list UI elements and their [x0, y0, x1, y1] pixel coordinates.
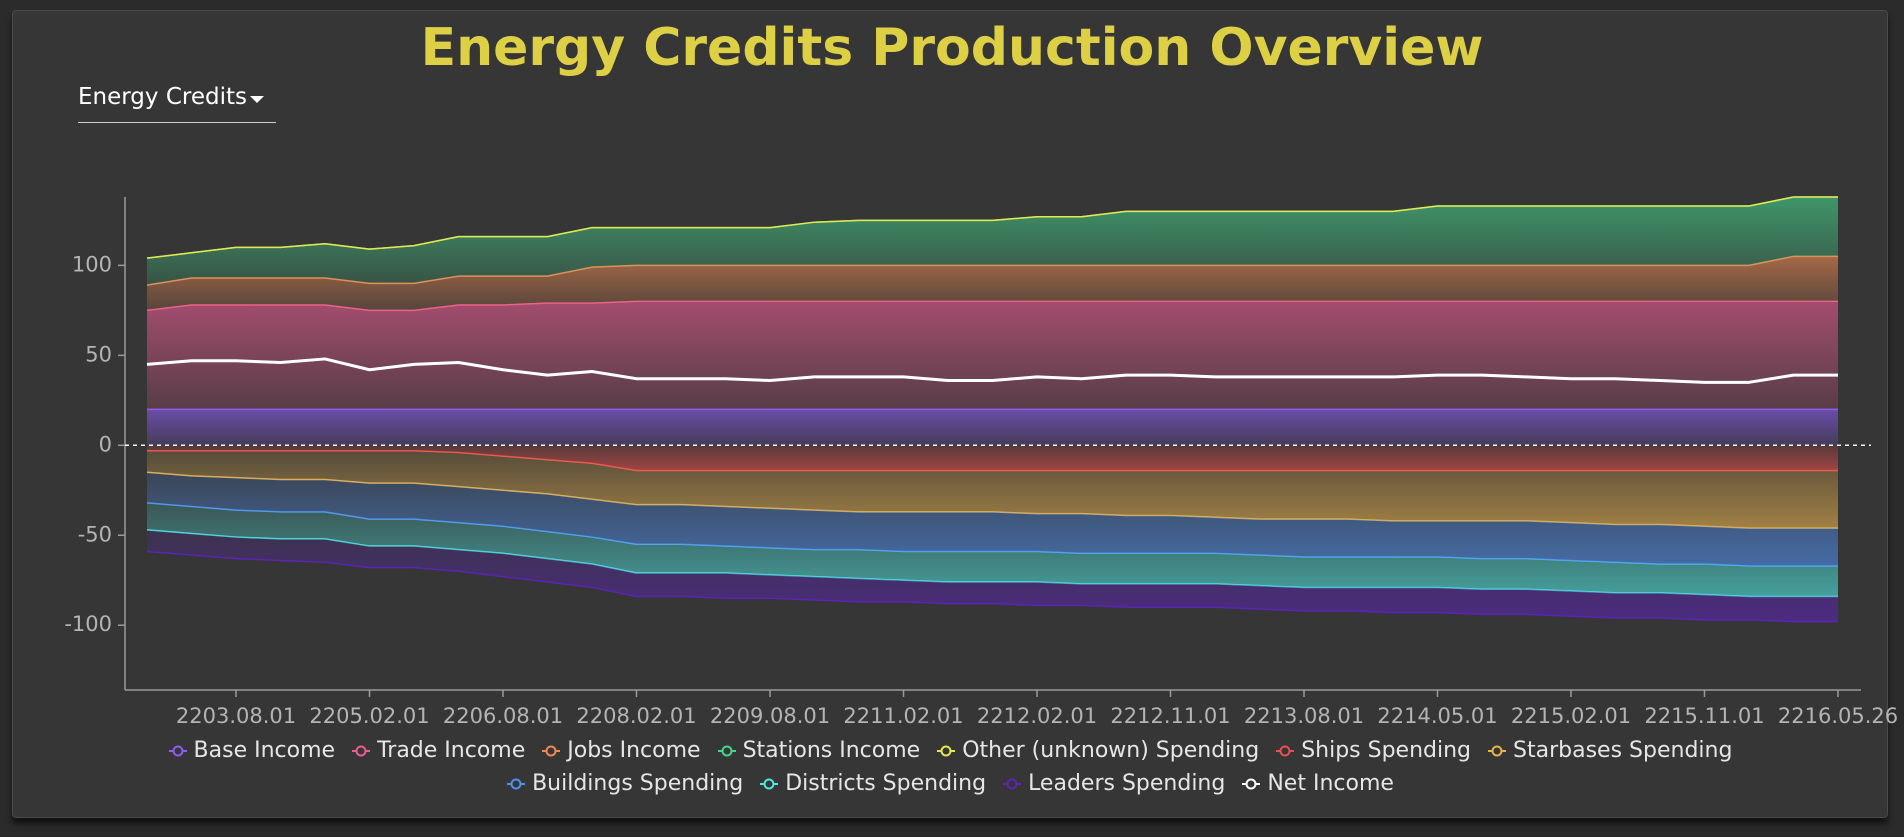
- legend-marker[interactable]: [351, 744, 371, 758]
- legend-item[interactable]: Jobs Income: [541, 738, 701, 763]
- legend-marker[interactable]: [506, 777, 526, 791]
- legend-label[interactable]: Stations Income: [742, 738, 921, 763]
- x-tick-label: 2208.02.01: [576, 704, 696, 728]
- legend-item[interactable]: Stations Income: [717, 738, 921, 763]
- legend-marker-dot: [721, 745, 733, 756]
- legend-label[interactable]: Base Income: [193, 738, 336, 763]
- legend-marker-dot: [172, 745, 184, 756]
- legend-label[interactable]: Net Income: [1267, 771, 1394, 796]
- legend-marker-dot: [1245, 778, 1257, 789]
- x-tick-label: 2212.02.01: [977, 704, 1097, 728]
- legend-marker-dot: [940, 745, 952, 756]
- y-tick-label: 0: [99, 432, 112, 456]
- x-tick-label: 2211.02.01: [843, 704, 963, 728]
- legend-marker[interactable]: [1241, 777, 1261, 791]
- legend-label[interactable]: Trade Income: [377, 738, 526, 763]
- x-tick-label: 2213.08.01: [1244, 704, 1364, 728]
- y-tick-label: 50: [85, 342, 112, 366]
- area-band: [147, 472, 1838, 566]
- legend-marker[interactable]: [168, 744, 188, 758]
- legend-marker-dot: [510, 778, 522, 789]
- dropdown[interactable]: Energy Credits: [78, 84, 276, 123]
- legend-marker[interactable]: [1275, 744, 1295, 758]
- legend-label[interactable]: Leaders Spending: [1028, 771, 1226, 796]
- legend-marker[interactable]: [759, 777, 779, 791]
- legend-item[interactable]: Net Income: [1241, 771, 1394, 796]
- legend-marker-dot: [545, 745, 557, 756]
- area-band: [147, 301, 1838, 410]
- y-tick-label: -100: [64, 612, 112, 636]
- legend-label[interactable]: Starbases Spending: [1513, 738, 1733, 763]
- legend-item[interactable]: Buildings Spending: [506, 771, 743, 796]
- dropdown-label[interactable]: Energy Credits: [78, 84, 247, 110]
- area-band: [147, 445, 1838, 471]
- x-tick-label: 2216.05.26: [1778, 704, 1898, 728]
- area-band: [147, 197, 1838, 286]
- legend: Base Income Trade Income Jobs Income Statio…: [90, 738, 1810, 796]
- legend-item[interactable]: Base Income: [168, 738, 336, 763]
- legend-item[interactable]: Ships Spending: [1275, 738, 1471, 763]
- legend-marker-dot: [1491, 745, 1503, 756]
- legend-item[interactable]: Districts Spending: [759, 771, 986, 796]
- x-tick-label: 2205.02.01: [309, 704, 429, 728]
- legend-marker[interactable]: [1002, 777, 1022, 791]
- legend-item[interactable]: Other (unknown) Spending: [936, 738, 1259, 763]
- legend-marker-dot: [355, 745, 367, 756]
- x-tick-label: 2215.11.01: [1644, 704, 1764, 728]
- line: [146, 357, 1838, 384]
- area-band: [147, 529, 1838, 622]
- area-band: [147, 502, 1838, 597]
- legend-marker-dot: [763, 778, 775, 789]
- area-edge: [146, 550, 1838, 623]
- legend-marker[interactable]: [1487, 744, 1507, 758]
- legend-item[interactable]: Starbases Spending: [1487, 738, 1732, 763]
- x-tick-label: 2209.08.01: [710, 704, 830, 728]
- x-tick-label: 2214.05.01: [1377, 704, 1497, 728]
- legend-marker[interactable]: [717, 744, 737, 758]
- area-band: [147, 450, 1838, 529]
- dropdown-arrow[interactable]: [250, 96, 264, 103]
- x-tick-label: 2206.08.01: [443, 704, 563, 728]
- legend-item[interactable]: Trade Income: [351, 738, 525, 763]
- legend-marker[interactable]: [541, 744, 561, 758]
- area-band: [147, 256, 1838, 311]
- chart-title: Energy Credits Production Overview: [420, 18, 1484, 78]
- legend-label[interactable]: Other (unknown) Spending: [962, 738, 1260, 763]
- x-tick-label: 2203.08.01: [176, 704, 296, 728]
- area-edge: [146, 196, 1838, 259]
- legend-marker-dot: [1279, 745, 1291, 756]
- legend-marker-dot: [1006, 778, 1018, 789]
- area-edge: [147, 449, 1838, 472]
- legend-label[interactable]: Buildings Spending: [532, 771, 744, 796]
- legend-item[interactable]: Leaders Spending: [1002, 771, 1225, 796]
- y-tick-label: 100: [72, 252, 112, 276]
- x-tick-label: 2212.11.01: [1110, 704, 1230, 728]
- legend-marker[interactable]: [936, 744, 956, 758]
- legend-label[interactable]: Districts Spending: [785, 771, 987, 796]
- x-tick-label: 2215.02.01: [1511, 704, 1631, 728]
- legend-label[interactable]: Ships Spending: [1301, 738, 1472, 763]
- legend-label[interactable]: Jobs Income: [567, 738, 701, 763]
- area-band: [147, 409, 1838, 446]
- y-tick-label: -50: [78, 522, 112, 546]
